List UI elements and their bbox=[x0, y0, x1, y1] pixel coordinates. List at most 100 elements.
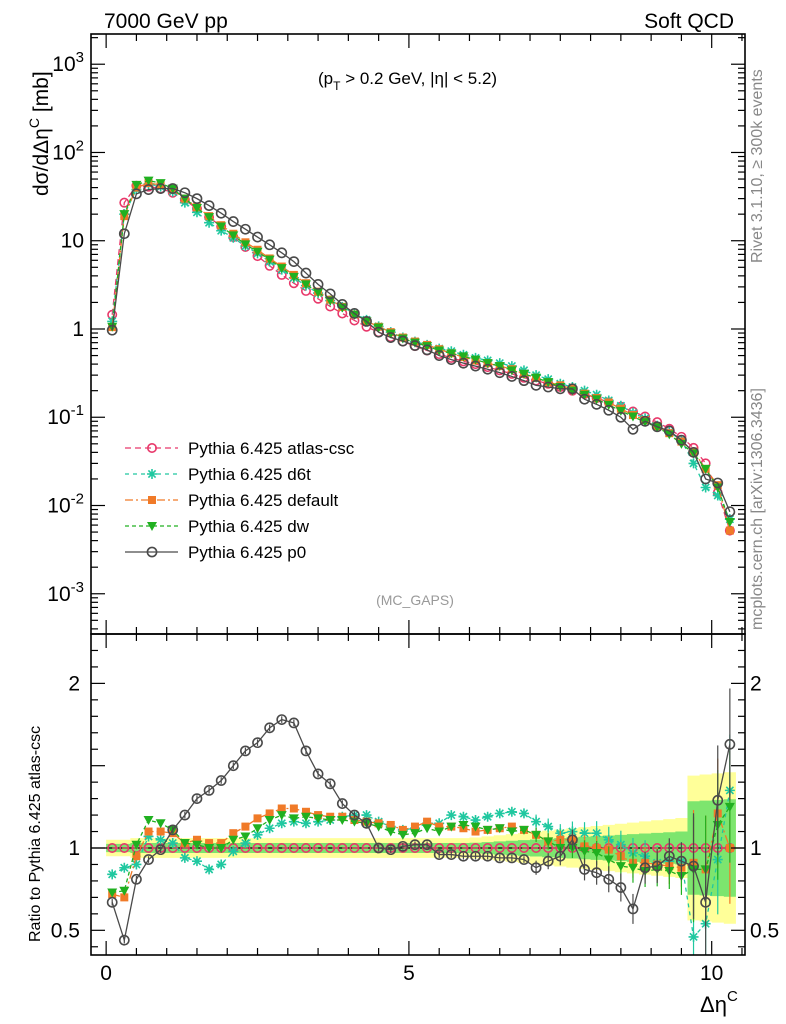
ratio-point-p0 bbox=[615, 882, 627, 893]
ratio-point-dw bbox=[228, 835, 239, 845]
main-point-dw bbox=[252, 247, 263, 257]
ratio-point-d6t bbox=[155, 834, 166, 845]
header-right: Soft QCD bbox=[644, 10, 734, 33]
ratio-point-p0 bbox=[518, 854, 530, 865]
main-point-dw bbox=[724, 518, 735, 528]
ratio-point-atlas_csc bbox=[518, 842, 529, 853]
legend-marker-d6t bbox=[147, 469, 157, 479]
main-point-p0 bbox=[603, 404, 615, 416]
ratio-point-default bbox=[265, 809, 274, 818]
x-axis-label: ΔηC bbox=[700, 988, 738, 1017]
ratio-point-atlas_csc bbox=[119, 842, 130, 853]
main-point-dw bbox=[470, 355, 481, 365]
ratio-point-default bbox=[277, 804, 286, 813]
ratio-point-dw bbox=[494, 824, 505, 834]
main-y-tick-label: 10-1 bbox=[47, 402, 84, 429]
ratio-point-d6t bbox=[228, 846, 239, 857]
main-point-p0 bbox=[203, 200, 215, 212]
main-point-p0 bbox=[143, 184, 154, 195]
legend-marker-dw bbox=[147, 522, 157, 531]
main-point-p0 bbox=[106, 324, 118, 336]
ratio-point-p0 bbox=[118, 934, 130, 946]
ratio-point-d6t bbox=[543, 821, 554, 832]
main-point-p0 bbox=[700, 473, 712, 485]
ratio-point-dw bbox=[518, 825, 529, 835]
ratio-point-dw bbox=[119, 886, 130, 896]
ratio-point-dw bbox=[313, 814, 324, 824]
main-point-p0 bbox=[155, 183, 167, 194]
main-point-dw bbox=[204, 213, 215, 223]
main-point-p0 bbox=[494, 367, 506, 379]
main-point-p0 bbox=[591, 398, 603, 410]
ratio-point-p0 bbox=[324, 778, 336, 790]
ratio-point-dw bbox=[325, 816, 336, 826]
ratio-point-p0 bbox=[530, 862, 542, 874]
ratio-point-default bbox=[398, 825, 407, 834]
ratio-point-dw bbox=[591, 848, 602, 858]
ratio-point-p0 bbox=[264, 722, 276, 734]
main-point-d6t bbox=[204, 217, 215, 228]
ratio-y-tick-label-right: 1 bbox=[750, 837, 762, 860]
main-point-dw bbox=[325, 296, 336, 306]
ratio-point-dw bbox=[615, 862, 626, 872]
header-left: 7000 GeV pp bbox=[104, 10, 228, 33]
ratio-y-tick-label: 1 bbox=[68, 837, 80, 860]
main-y-tick-label: 10-3 bbox=[47, 579, 84, 606]
main-point-dw bbox=[143, 176, 154, 186]
main-point-dw bbox=[446, 349, 457, 359]
main-point-dw bbox=[531, 373, 542, 383]
legend-marker-atlas_csc bbox=[147, 442, 158, 453]
main-point-dw bbox=[349, 310, 360, 320]
ratio-point-default bbox=[435, 822, 444, 831]
ratio-point-p0 bbox=[167, 824, 179, 836]
ratio-point-p0 bbox=[688, 860, 699, 872]
main-point-dw bbox=[300, 280, 311, 290]
ratio-point-atlas_csc bbox=[361, 842, 372, 853]
legend-marker-default bbox=[148, 496, 156, 504]
main-point-dw bbox=[228, 231, 239, 241]
main-point-dw bbox=[482, 359, 493, 369]
ratio-point-atlas_csc bbox=[506, 842, 517, 853]
ratio-point-p0 bbox=[373, 842, 385, 854]
main-point-p0 bbox=[288, 256, 300, 268]
main-point-p0 bbox=[215, 207, 227, 219]
main-point-dw bbox=[216, 222, 227, 232]
ratio-point-default bbox=[507, 822, 516, 831]
ratio-point-dw bbox=[143, 816, 154, 826]
x-tick-label: 10 bbox=[700, 962, 723, 985]
main-point-dw bbox=[700, 464, 711, 474]
main-point-p0 bbox=[542, 381, 554, 393]
ratio-point-p0 bbox=[131, 873, 142, 885]
ratio-point-d6t bbox=[191, 856, 202, 867]
main-line-default bbox=[111, 182, 731, 531]
main-point-p0 bbox=[118, 228, 130, 240]
rivet-label: Rivet 3.1.10, ≥ 300k events bbox=[749, 69, 766, 263]
ratio-point-p0 bbox=[433, 849, 445, 860]
main-point-dw bbox=[288, 272, 299, 282]
ratio-point-d6t bbox=[494, 808, 505, 819]
ratio-point-p0 bbox=[397, 840, 409, 852]
main-point-p0 bbox=[627, 423, 639, 435]
main-point-p0 bbox=[361, 315, 372, 327]
ratio-point-d6t bbox=[300, 818, 311, 829]
main-point-dw bbox=[518, 369, 529, 379]
ratio-point-default bbox=[410, 822, 419, 831]
ratio-point-atlas_csc bbox=[252, 842, 263, 853]
ratio-point-d6t bbox=[216, 859, 227, 870]
main-point-dw bbox=[422, 342, 433, 352]
ratio-frame bbox=[90, 633, 746, 956]
main-point-dw bbox=[119, 210, 130, 220]
ratio-point-d6t bbox=[470, 815, 481, 826]
ratio-point-default bbox=[192, 835, 201, 844]
ratio-point-dw bbox=[191, 840, 202, 850]
ratio-point-p0 bbox=[579, 864, 590, 875]
main-point-atlas_csc bbox=[119, 197, 130, 208]
ratio-point-p0 bbox=[506, 852, 518, 864]
ratio-point-dw bbox=[482, 825, 493, 835]
ratio-point-dw bbox=[179, 839, 190, 849]
ratio-point-dw bbox=[204, 844, 215, 853]
main-point-p0 bbox=[312, 279, 324, 290]
ratio-line-default bbox=[112, 807, 731, 899]
ratio-point-p0 bbox=[542, 855, 554, 867]
ratio-point-p0 bbox=[494, 852, 506, 864]
